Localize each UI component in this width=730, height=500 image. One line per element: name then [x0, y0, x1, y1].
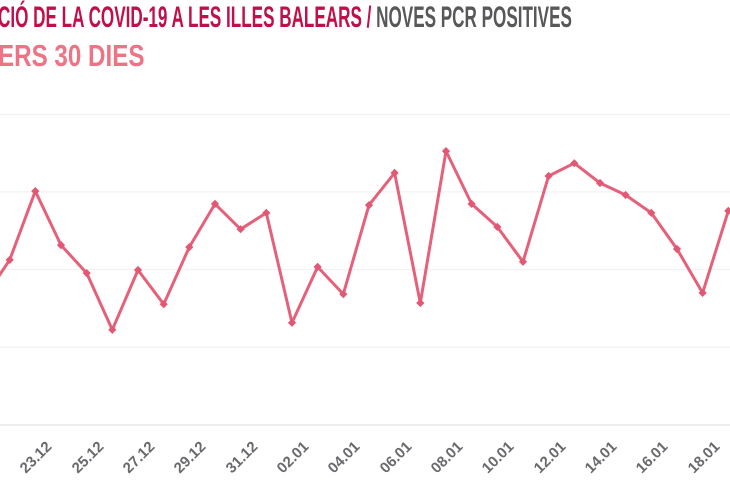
- data-point-marker[interactable]: [262, 208, 271, 218]
- chart-title-highlight: CIÓ DE LA COVID-19 A LES ILLES BALEARS /: [0, 1, 377, 34]
- data-point-marker[interactable]: [159, 300, 168, 309]
- data-point-marker[interactable]: [31, 186, 40, 196]
- data-point-marker[interactable]: [390, 168, 399, 178]
- data-point-marker[interactable]: [493, 222, 502, 232]
- data-point-marker[interactable]: [56, 240, 66, 250]
- chart-subtitle: ERS 30 DIES: [0, 38, 145, 73]
- chart-title-secondary: NOVES PCR POSITIVES: [376, 1, 572, 34]
- data-point-marker[interactable]: [339, 289, 348, 299]
- data-point-marker[interactable]: [108, 325, 117, 334]
- chart-title: CIÓ DE LA COVID-19 A LES ILLES BALEARS /…: [0, 3, 572, 33]
- data-point-marker[interactable]: [416, 298, 425, 308]
- data-point-marker[interactable]: [236, 225, 245, 234]
- data-point-marker[interactable]: [724, 206, 730, 216]
- data-point-marker[interactable]: [467, 199, 476, 209]
- data-point-marker[interactable]: [185, 242, 194, 252]
- data-point-marker[interactable]: [698, 288, 707, 298]
- data-point-marker[interactable]: [287, 318, 297, 327]
- chart-line: [0, 149, 730, 332]
- data-point-marker[interactable]: [313, 262, 322, 272]
- data-point-marker[interactable]: [210, 199, 220, 209]
